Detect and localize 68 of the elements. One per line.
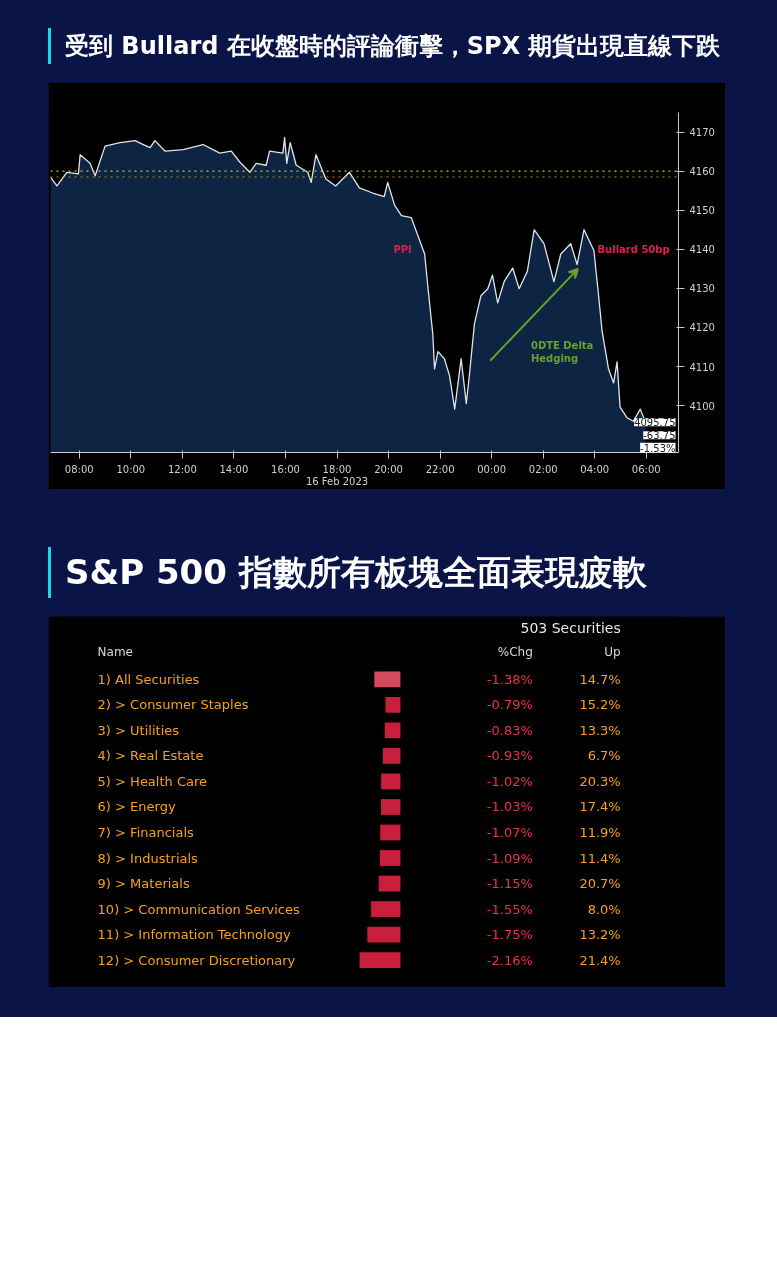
text: %Chg (497, 645, 533, 660)
y-tick-label: 11) > Information Technology (97, 927, 291, 943)
y-tick-label: 7) > Financials (97, 825, 195, 841)
annotation: 6.7% (587, 748, 621, 764)
x-tick-label: 10:00 (116, 463, 146, 475)
x-tick-label: 02:00 (528, 463, 558, 475)
y-tick-label: 4110 (689, 361, 715, 373)
annotation: PPI (393, 243, 412, 255)
data-label: -1.15% (486, 876, 533, 892)
y-tick-label: 10) > Communication Services (97, 901, 301, 917)
annotation: -1.53% (640, 442, 676, 454)
annotation: 20.7% (579, 876, 621, 892)
annotation: 14.7% (579, 671, 621, 687)
annotation: 13.3% (579, 722, 621, 738)
y-tick-label: 4) > Real Estate (97, 748, 204, 764)
data-label: -0.93% (486, 748, 533, 764)
y-tick-label: 4120 (689, 322, 715, 334)
annotation: 20.3% (579, 773, 621, 789)
annotation: 0DTE Delta Hedging (530, 340, 594, 365)
y-tick-label: 12) > Consumer Discretionary (97, 952, 296, 968)
chart-title: S&P 500 指數所有板塊全面表現疲軟 (65, 552, 647, 592)
annotation: Bullard 50bp (597, 243, 670, 255)
data-label: -1.55% (486, 901, 533, 917)
annotation: 4095.75 (634, 417, 676, 429)
data-label: -1.09% (486, 850, 533, 866)
y-tick-label: 4100 (689, 400, 715, 412)
x-tick-label: 20:00 (374, 463, 403, 475)
data-label: -1.03% (486, 799, 533, 815)
annotation: -63.75 (643, 430, 676, 442)
x-tick-label: 12:00 (167, 463, 197, 475)
y-tick-label: 2) > Consumer Staples (97, 697, 249, 713)
data-label: -0.79% (486, 697, 533, 713)
data-label: -1.02% (486, 773, 533, 789)
data-label: -1.07% (486, 825, 533, 841)
x-tick-label: 16:00 (271, 463, 300, 475)
x-tick-label: 06:00 (631, 463, 661, 475)
x-tick-label: 14:00 (219, 463, 249, 475)
y-tick-label: 4170 (689, 127, 715, 139)
x-tick-label: 18:00 16 Feb 2023 (305, 463, 369, 487)
y-tick-label: 4150 (689, 205, 715, 217)
x-tick-label: 22:00 (425, 463, 455, 475)
y-tick-label: 1) All Securities (97, 671, 200, 687)
data-label: -1.38% (486, 671, 533, 687)
annotation: 13.2% (579, 927, 621, 943)
y-tick-label: 9) > Materials (97, 876, 190, 892)
data-label: -1.75% (486, 927, 533, 943)
y-tick-label: 8) > Industrials (97, 850, 199, 866)
annotation: 11.9% (579, 825, 621, 841)
y-tick-label: 5) > Health Care (97, 773, 208, 789)
y-tick-label: 3) > Utilities (97, 722, 180, 738)
chart-title: 受到 Bullard 在收盤時的評論衝擊，SPX 期貨出現直線下跌 (65, 32, 721, 60)
x-tick-label: 04:00 (580, 463, 610, 475)
annotation: 17.4% (579, 799, 621, 815)
text: 503 Securities (520, 620, 621, 637)
data-label: -2.16% (486, 952, 533, 968)
annotation: 21.4% (579, 952, 621, 968)
text: Name (97, 645, 134, 660)
y-tick-label: 4160 (689, 166, 715, 178)
annotation: 8.0% (587, 901, 621, 917)
annotation: 15.2% (579, 697, 621, 713)
x-tick-label: 08:00 (64, 463, 94, 475)
y-tick-label: 6) > Energy (97, 799, 176, 815)
y-tick-label: 4140 (689, 244, 715, 256)
data-label: -0.83% (486, 722, 533, 738)
x-tick-label: 00:00 (477, 463, 507, 475)
y-tick-label: 4130 (689, 283, 715, 295)
annotation: 11.4% (579, 850, 621, 866)
text: Up (604, 645, 621, 660)
